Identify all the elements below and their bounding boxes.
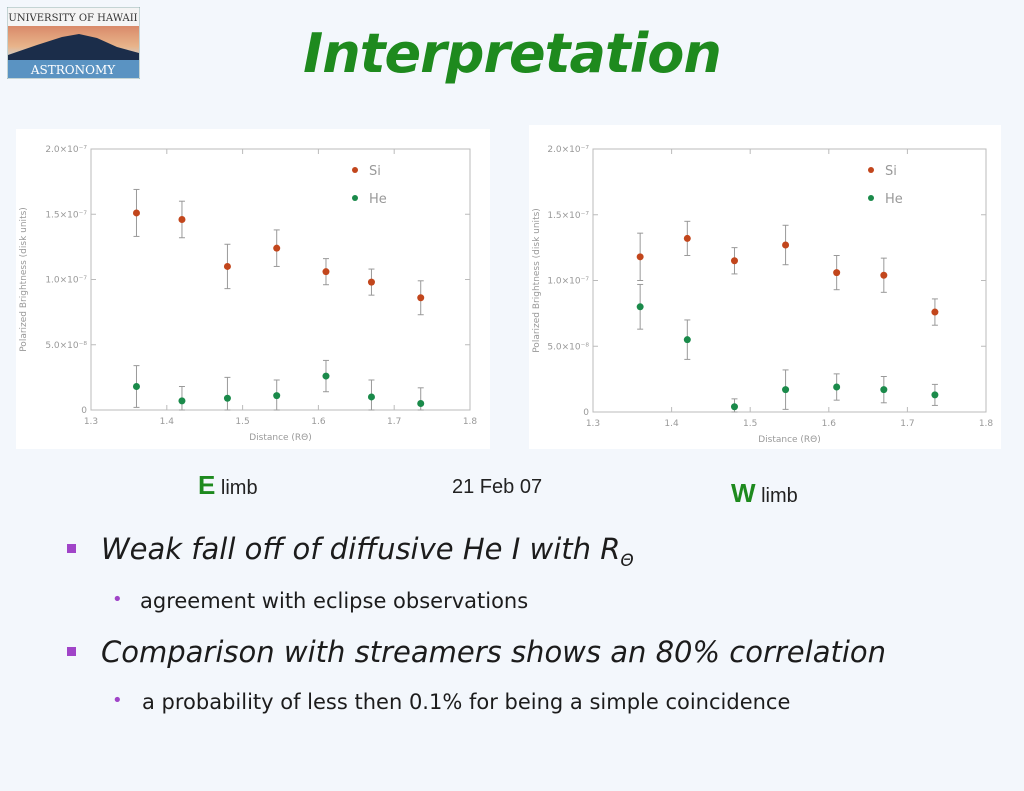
data-point-si [273, 244, 281, 252]
x-tick-label: 1.3 [84, 417, 98, 427]
data-point-he [178, 397, 186, 405]
caption-west-limb: W limb [731, 478, 798, 509]
legend-label-si: Si [369, 164, 381, 179]
y-tick-label: 0 [81, 406, 87, 416]
y-tick-label: 1.5×10⁻⁷ [45, 210, 87, 220]
x-tick-label: 1.7 [387, 417, 401, 427]
y-axis-label: Polarized Brightness (disk units) [19, 207, 29, 352]
chart-east-limb: 1.3 1.4 1.5 1.6 1.7 1.8 0 5.0×10⁻⁸ 1.0×10⁻⁷ 1.5×1… [19, 145, 478, 443]
y-tick-label: 0 [583, 408, 589, 418]
chart-panel-west-limb: 1.3 1.4 1.5 1.6 1.7 1.8 0 5.0×10⁻⁸ 1.0×10⁻⁷ 1.5×1… [529, 125, 1001, 449]
data-point-si [322, 268, 330, 276]
chart-panel-east-limb: 1.3 1.4 1.5 1.6 1.7 1.8 0 5.0×10⁻⁸ 1.0×10⁻⁷ 1.5×1… [16, 129, 490, 449]
data-point-he [636, 303, 644, 311]
caption-east-letter: E [198, 470, 216, 500]
data-point-he [880, 386, 888, 394]
y-tick-label: 5.0×10⁻⁸ [45, 341, 87, 351]
data-point-he [833, 383, 841, 391]
data-point-si [367, 278, 375, 286]
x-tick-label: 1.7 [900, 419, 914, 429]
logo-text-university: UNIVERSITY OF HAWAII [8, 13, 137, 24]
data-point-si [880, 271, 888, 279]
bullet-subscript: Θ [620, 550, 634, 571]
data-point-he [322, 372, 330, 380]
data-point-he [417, 399, 425, 407]
data-point-he [223, 394, 231, 402]
x-tick-label: 1.5 [235, 417, 249, 427]
legend-marker-he [352, 195, 358, 201]
legend-marker-si [868, 167, 874, 173]
caption-date: 21 Feb 07 [452, 476, 543, 498]
data-point-he [782, 386, 790, 394]
data-point-si [636, 253, 644, 261]
data-point-si [683, 234, 691, 242]
y-tick-label: 2.0×10⁻⁷ [45, 145, 87, 155]
data-point-he [132, 383, 140, 391]
caption-east-limb: E limb [198, 470, 258, 501]
y-tick-label: 1.5×10⁻⁷ [547, 211, 589, 221]
logo-text-astronomy: ASTRONOMY [30, 63, 116, 77]
y-tick-label: 1.0×10⁻⁷ [45, 276, 87, 286]
y-tick-label: 2.0×10⁻⁷ [547, 145, 589, 155]
legend-label-he: He [885, 192, 903, 207]
y-tick-label: 5.0×10⁻⁸ [547, 342, 589, 352]
legend-marker-he [868, 195, 874, 201]
caption-east-word: limb [220, 477, 258, 499]
data-point-he [367, 393, 375, 401]
y-axis-label: Polarized Brightness (disk units) [532, 208, 542, 353]
chart-west-limb: 1.3 1.4 1.5 1.6 1.7 1.8 0 5.0×10⁻⁸ 1.0×10⁻⁷ 1.5×1… [532, 145, 994, 445]
data-point-he [931, 391, 939, 399]
x-axis-label: Distance (RΘ) [249, 433, 312, 443]
data-point-he [730, 403, 738, 411]
plot-frame [592, 148, 987, 413]
bullet-text: Weak fall off of diffusive He I with R [101, 532, 621, 566]
x-tick-label: 1.4 [160, 417, 175, 427]
x-tick-label: 1.8 [979, 419, 994, 429]
x-tick-label: 1.6 [822, 419, 837, 429]
data-point-si [132, 209, 140, 217]
data-point-si [417, 294, 425, 302]
data-point-si [223, 262, 231, 270]
sub-bullet-text: agreement with eclipse observations [140, 589, 529, 613]
x-tick-label: 1.3 [586, 419, 600, 429]
page-title: Interpretation [303, 22, 722, 85]
plot-frame [90, 148, 471, 411]
data-point-si [782, 241, 790, 249]
y-tick-label: 1.0×10⁻⁷ [547, 277, 589, 287]
data-point-si [833, 269, 841, 277]
bullet-dot-icon: • [112, 589, 123, 610]
legend-marker-si [352, 167, 358, 173]
x-tick-label: 1.8 [463, 417, 478, 427]
x-axis-label: Distance (RΘ) [758, 435, 821, 445]
caption-west-letter: W [731, 478, 756, 508]
data-point-si [730, 257, 738, 265]
x-tick-label: 1.4 [664, 419, 679, 429]
bullet-dot-icon: • [112, 690, 123, 711]
bullet-square-icon [67, 544, 76, 553]
legend-label-he: He [369, 192, 387, 207]
data-point-si [931, 308, 939, 316]
x-tick-label: 1.5 [743, 419, 757, 429]
university-logo: UNIVERSITY OF HAWAII ASTRONOMY [6, 6, 141, 80]
caption-west-word: limb [761, 485, 798, 507]
bullet-square-icon [67, 647, 76, 656]
data-point-si [178, 215, 186, 223]
bullet-text: Comparison with streamers shows an 80% c… [101, 635, 887, 669]
legend-label-si: Si [885, 164, 897, 179]
sub-bullet-text: a probability of less then 0.1% for bein… [142, 690, 791, 714]
data-point-he [273, 392, 281, 400]
x-tick-label: 1.6 [311, 417, 326, 427]
data-point-he [683, 336, 691, 344]
